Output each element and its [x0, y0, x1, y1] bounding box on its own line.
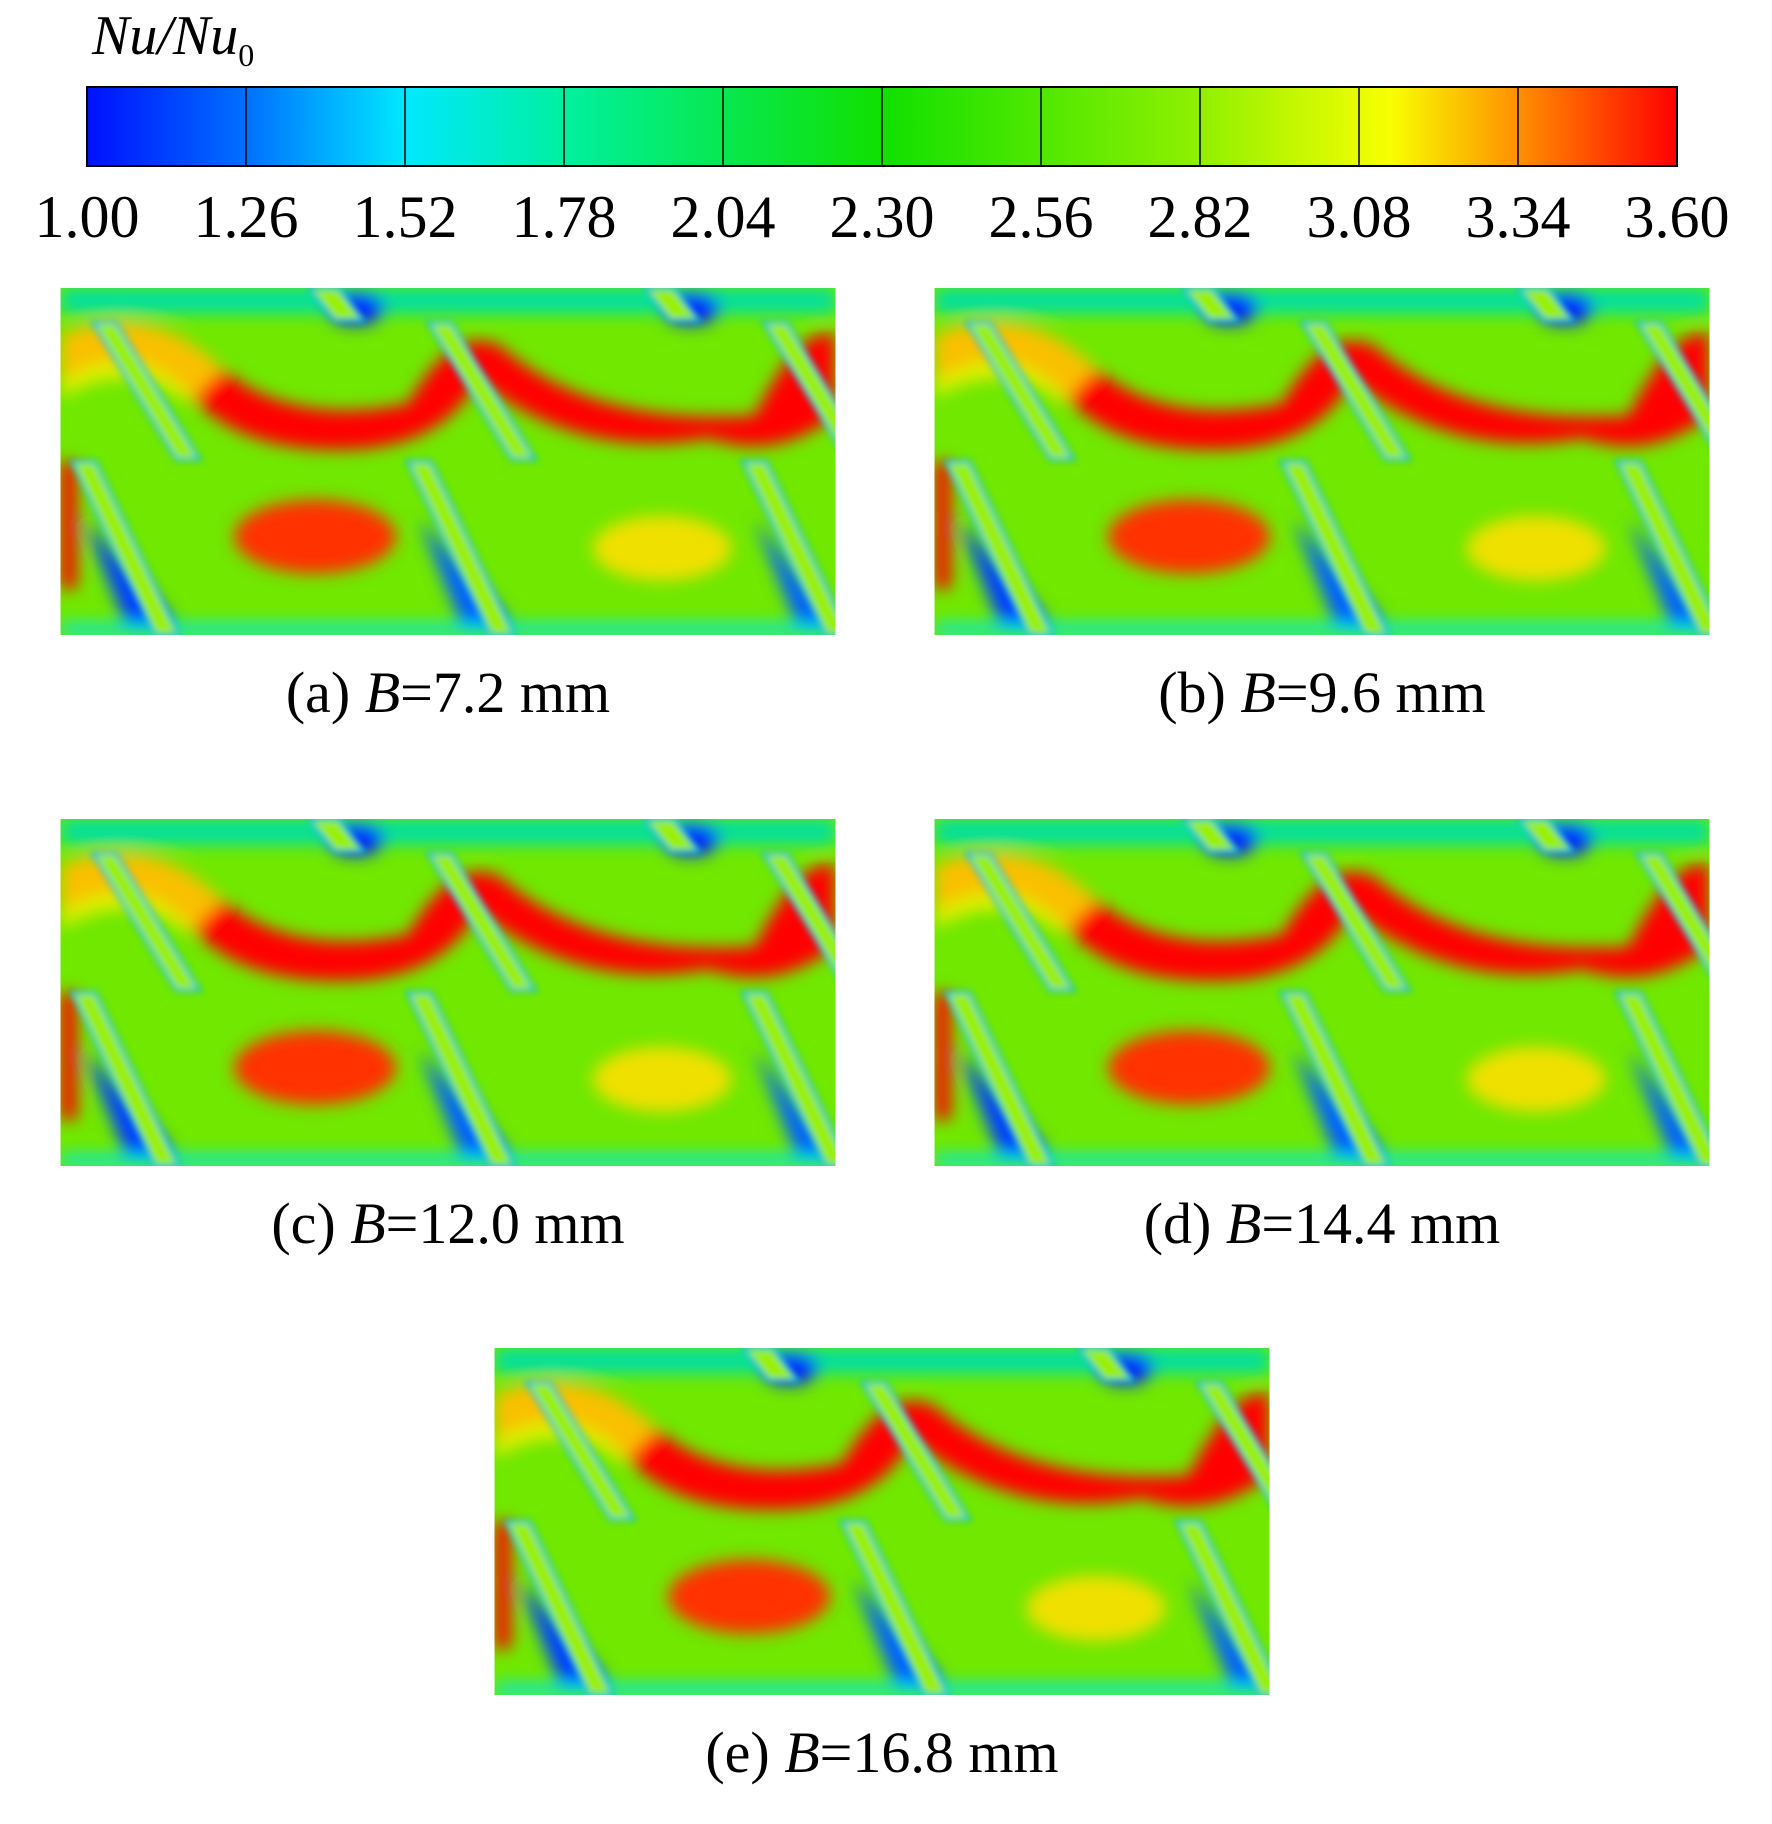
colorbar-tick-label: 2.56: [989, 184, 1094, 250]
colorbar-title: Nu/Nu0: [91, 5, 254, 73]
caption-value: =9.6 mm: [1276, 660, 1486, 725]
contour-plot: [61, 819, 871, 1166]
colorbar-title-main: Nu/Nu: [91, 5, 238, 67]
caption-value: =7.2 mm: [400, 660, 610, 725]
panel-caption: (e) B=16.8 mm: [705, 1720, 1058, 1785]
panels: (a) B=7.2 mm (b) B=9.6 mm(c) B=12.0 mm (d)…: [61, 288, 1745, 1785]
contour-plot: [935, 819, 1745, 1166]
caption-label: (e): [705, 1720, 769, 1785]
colorbar-tick-label: 1.26: [194, 184, 299, 250]
panel-caption: (a) B=7.2 mm: [286, 660, 610, 725]
caption-value: =14.4 mm: [1261, 1191, 1500, 1256]
caption-label: (d): [1144, 1191, 1212, 1256]
caption-value: =12.0 mm: [386, 1191, 625, 1256]
caption-variable: B: [350, 1191, 385, 1256]
colorbar-ticks: 1.00 1.26 1.52 1.78 2.04 2.30 2.56 2.82 3.08 3.34…: [35, 87, 1730, 250]
caption-value: =16.8 mm: [820, 1720, 1059, 1785]
caption-label: (a): [286, 660, 350, 725]
colorbar-tick-label: 3.08: [1307, 184, 1412, 250]
colorbar-tick-label: 3.60: [1625, 184, 1730, 250]
caption-label: (c): [271, 1191, 335, 1256]
contour-plot: [495, 1348, 1305, 1695]
colorbar-title-subscript: 0: [238, 37, 254, 73]
caption-variable: B: [784, 1720, 819, 1785]
panel-caption: (b) B=9.6 mm: [1158, 660, 1486, 725]
caption-variable: B: [365, 660, 400, 725]
caption-variable: B: [1226, 1191, 1261, 1256]
colorbar-tick-label: 2.82: [1148, 184, 1253, 250]
colorbar-tick-label: 2.04: [671, 184, 776, 250]
colorbar-tick-label: 1.52: [353, 184, 458, 250]
panel-caption: (c) B=12.0 mm: [271, 1191, 624, 1256]
colorbar-tick-label: 3.34: [1466, 184, 1571, 250]
panel-caption: (d) B=14.4 mm: [1144, 1191, 1501, 1256]
colorbar-tick-label: 1.78: [512, 184, 617, 250]
colorbar-tick-label: 1.00: [35, 184, 140, 250]
caption-label: (b): [1158, 660, 1226, 725]
caption-variable: B: [1240, 660, 1275, 725]
colorbar-tick-label: 2.30: [830, 184, 935, 250]
contour-plot: [935, 288, 1745, 635]
contour-plot: [61, 288, 871, 635]
